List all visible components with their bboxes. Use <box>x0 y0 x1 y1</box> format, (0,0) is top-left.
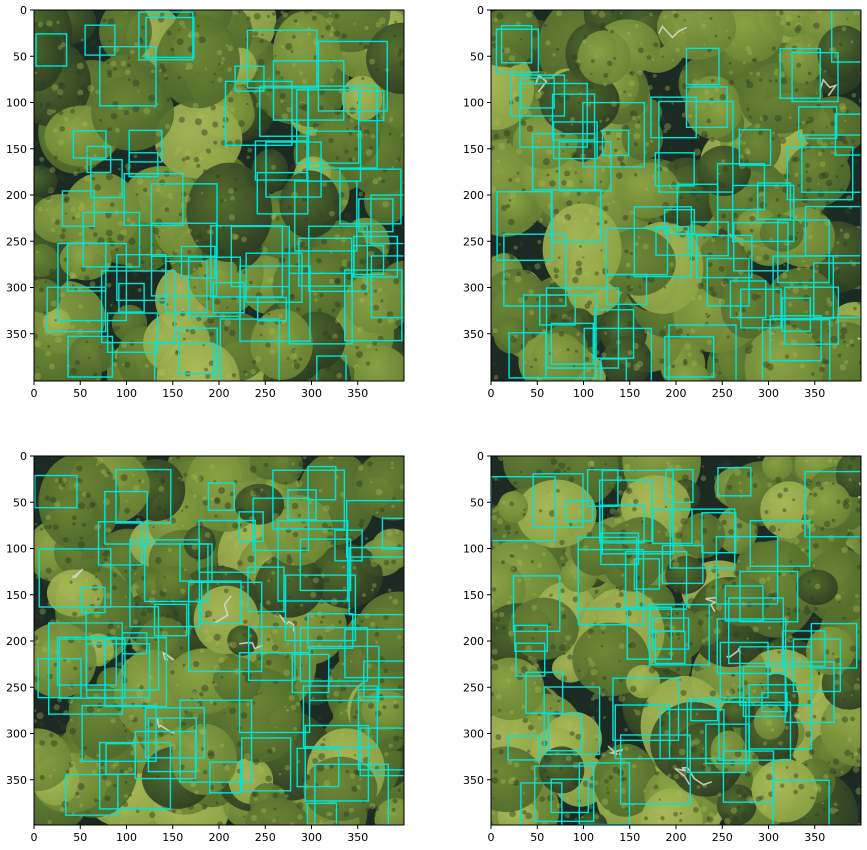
x-tick-label: 250 <box>712 831 733 844</box>
x-tick-label: 150 <box>619 831 640 844</box>
x-tick-label: 300 <box>758 387 779 400</box>
x-tick-label: 300 <box>301 387 322 400</box>
y-tick-label: 150 <box>463 589 484 602</box>
panel-top-left: 0 50 100 150 200 250 300 350 0 50 100 150 200 250 300 3… <box>1 0 437 424</box>
y-tick-label: 100 <box>463 97 484 110</box>
y-tick-label: 100 <box>6 97 27 110</box>
x-tick-label: 250 <box>255 387 276 400</box>
x-tick-label: 300 <box>301 831 322 844</box>
y-tick-label: 50 <box>470 496 484 509</box>
y-tick-label: 150 <box>463 143 484 156</box>
x-tick-label: 200 <box>666 387 687 400</box>
y-tick-label: 200 <box>463 635 484 648</box>
x-tick-label: 150 <box>162 831 183 844</box>
x-tick-label: 0 <box>31 387 38 400</box>
y-tick-label: 0 <box>20 450 27 463</box>
y-tick-label: 350 <box>6 774 27 787</box>
y-tick-label: 0 <box>477 4 484 17</box>
x-tick-label: 150 <box>162 387 183 400</box>
y-tick-label: 200 <box>6 189 27 202</box>
y-tick-label: 300 <box>6 728 27 741</box>
y-tick-label: 300 <box>463 728 484 741</box>
y-tick-label: 350 <box>6 328 27 341</box>
aerial-canopy-image <box>1 429 441 850</box>
y-tick-label: 250 <box>463 235 484 248</box>
x-tick-label: 200 <box>666 831 687 844</box>
x-tick-label: 100 <box>116 387 137 400</box>
y-tick-label: 50 <box>470 50 484 63</box>
x-tick-label: 100 <box>573 831 594 844</box>
y-tick-label: 50 <box>13 496 27 509</box>
x-tick-label: 0 <box>488 387 495 400</box>
x-tick-label: 50 <box>73 831 87 844</box>
panel-bottom-right: 0 50 100 150 200 250 300 350 0 50 100 150 200 250 300 3… <box>463 413 867 850</box>
x-tick-label: 100 <box>116 831 137 844</box>
x-tick-label: 50 <box>73 387 87 400</box>
y-tick-label: 350 <box>463 774 484 787</box>
y-tick-label: 250 <box>463 681 484 694</box>
x-tick-label: 50 <box>530 831 544 844</box>
x-tick-label: 250 <box>255 831 276 844</box>
y-tick-label: 50 <box>13 50 27 63</box>
x-tick-label: 100 <box>573 387 594 400</box>
x-tick-label: 350 <box>804 387 825 400</box>
x-tick-label: 50 <box>530 387 544 400</box>
x-tick-label: 0 <box>488 831 495 844</box>
y-tick-label: 150 <box>6 589 27 602</box>
y-tick-label: 150 <box>6 143 27 156</box>
y-tick-label: 250 <box>6 681 27 694</box>
aerial-canopy-image <box>456 0 867 417</box>
x-tick-label: 250 <box>712 387 733 400</box>
x-tick-label: 200 <box>209 387 230 400</box>
y-tick-label: 200 <box>463 189 484 202</box>
panel-bottom-left: 0 50 100 150 200 250 300 350 0 50 100 150 200 250 300 3… <box>1 429 441 850</box>
x-tick-label: 350 <box>347 387 368 400</box>
x-tick-label: 300 <box>758 831 779 844</box>
aerial-canopy-image <box>1 0 437 424</box>
x-tick-label: 0 <box>31 831 38 844</box>
y-tick-label: 0 <box>477 450 484 463</box>
x-tick-label: 350 <box>347 831 368 844</box>
y-tick-label: 300 <box>463 282 484 295</box>
y-tick-label: 100 <box>463 543 484 556</box>
x-tick-label: 350 <box>804 831 825 844</box>
x-tick-label: 150 <box>619 387 640 400</box>
y-tick-label: 0 <box>20 4 27 17</box>
y-tick-label: 250 <box>6 235 27 248</box>
x-tick-label: 200 <box>209 831 230 844</box>
y-tick-label: 100 <box>6 543 27 556</box>
y-tick-label: 300 <box>6 282 27 295</box>
y-tick-label: 200 <box>6 635 27 648</box>
y-tick-label: 350 <box>463 328 484 341</box>
panel-top-right: 0 50 100 150 200 250 300 350 0 50 100 150 200 250 300 3… <box>456 0 867 417</box>
aerial-canopy-image <box>467 413 867 850</box>
